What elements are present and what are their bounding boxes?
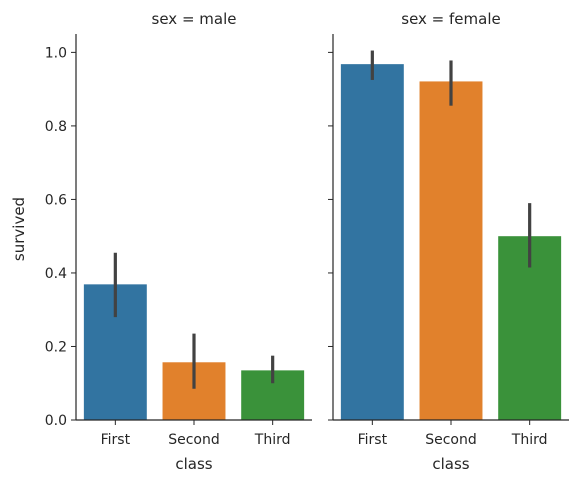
chart-panels: sex = male First Second Third class 0.0 0.2 0.4…	[45, 10, 569, 473]
facet-title: sex = male	[152, 10, 237, 28]
y-tick-label: 0.0	[45, 413, 67, 429]
x-axis-label: class	[175, 455, 212, 473]
bar-second	[419, 81, 483, 421]
x-tick-label: Second	[168, 432, 220, 448]
x-tick-label: Third	[254, 432, 291, 448]
y-tick-label: 0.2	[45, 339, 67, 355]
facet-panel-1: sex = male First Second Third class 0.0 0.2 0.4…	[45, 10, 312, 473]
y-tick-label: 0.8	[45, 119, 67, 135]
x-axis-label: class	[432, 455, 469, 473]
bar-first	[340, 64, 404, 420]
facet-panel-2: sex = female First Second Third class	[328, 10, 569, 473]
x-tick-label: First	[101, 432, 131, 448]
x-tick-label: First	[358, 432, 388, 448]
y-tick-label: 0.6	[45, 192, 67, 208]
x-tick-label: Third	[511, 432, 548, 448]
facet-title: sex = female	[401, 10, 500, 28]
y-tick-label: 0.4	[45, 266, 67, 282]
y-tick-label: 1.0	[45, 45, 67, 61]
y-axis-label: survived	[10, 197, 28, 261]
x-tick-label: Second	[425, 432, 477, 448]
